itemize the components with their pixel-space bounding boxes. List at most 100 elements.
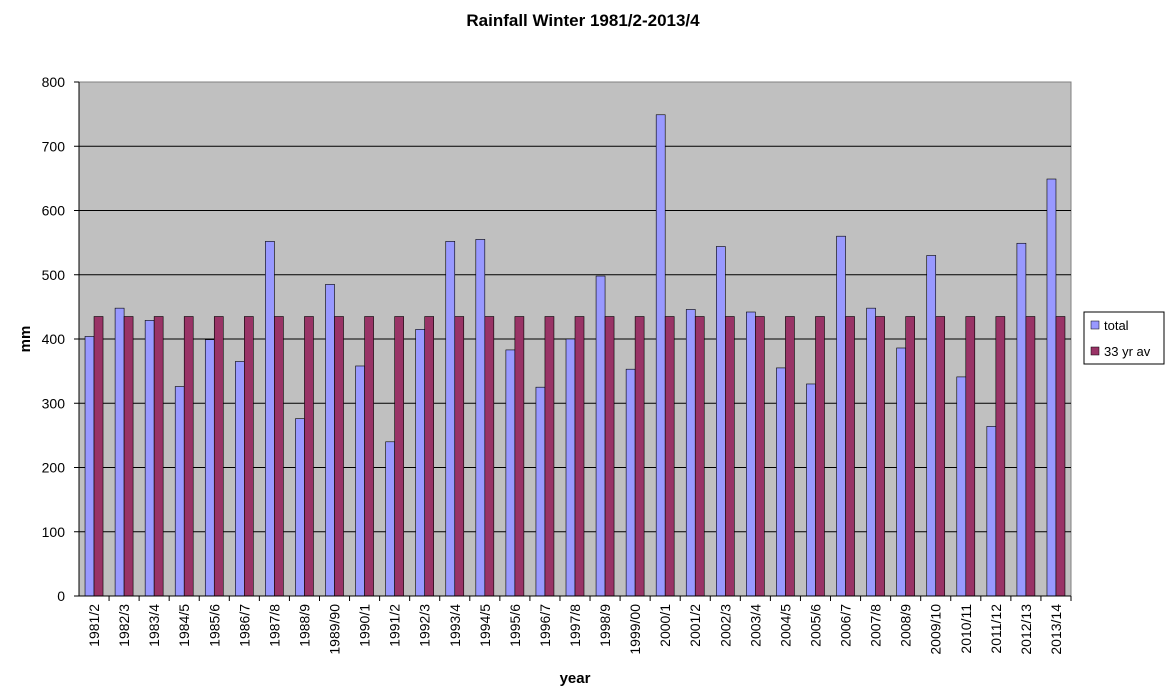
y-tick-labels: 0 100 200 300 400 500 600 700 800 <box>42 74 79 604</box>
x-tick-labels: 1981/2 1982/3 1983/4 1984/5 1985/6 1986/7 1987… <box>86 596 1072 655</box>
legend-swatch-33-yr-av <box>1090 346 1100 356</box>
legend-label-total: total <box>1104 318 1129 333</box>
bar-total-2006-7 <box>836 235 846 597</box>
x-tick-label: 2001/2 <box>687 604 703 647</box>
x-axis-title: year <box>560 670 591 686</box>
bar-total-1990-1 <box>355 365 365 597</box>
x-tick-label: 2000/1 <box>657 604 673 647</box>
legend-box <box>1083 311 1165 365</box>
bar-33-yr-av-2008-9 <box>905 316 915 597</box>
x-tick-label: 1983/4 <box>146 604 162 647</box>
bar-total-1999-00 <box>625 368 636 597</box>
y-axis-title: mm <box>17 326 34 353</box>
legend-swatch-total <box>1090 320 1100 330</box>
bar-total-2008-9 <box>896 347 906 597</box>
bar-33-yr-av-1998-9 <box>604 316 615 597</box>
x-tick-label: 1982/3 <box>116 604 132 647</box>
bar-33-yr-av-2007-8 <box>875 316 885 597</box>
bar-33-yr-av-1988-9 <box>304 316 314 597</box>
bar-total-2010-11 <box>956 376 967 597</box>
x-tick-label: 1999/00 <box>627 604 643 655</box>
bar-total-1986-7 <box>235 361 245 597</box>
x-tick-label: 1997/8 <box>567 604 583 647</box>
bar-total-1988-9 <box>295 418 305 597</box>
bar-total-2001-2 <box>685 309 696 597</box>
x-tick-label: 2012/13 <box>1018 604 1034 655</box>
bar-33-yr-av-1997-8 <box>574 316 585 597</box>
x-tick-label: 2011/12 <box>988 604 1004 654</box>
bar-33-yr-av-1985-6 <box>213 316 224 597</box>
bar-total-1981-2 <box>84 336 95 597</box>
x-tick-label: 1981/2 <box>86 604 102 647</box>
bar-total-2002-3 <box>716 246 726 597</box>
x-tick-label: 1986/7 <box>236 604 252 647</box>
bar-33-yr-av-1981-2 <box>93 316 104 597</box>
x-tick-label: 1995/6 <box>507 604 523 647</box>
x-tick-label: 2004/5 <box>777 604 793 647</box>
x-tick-label: 1988/9 <box>296 604 312 647</box>
bar-33-yr-av-2000-1 <box>664 316 675 597</box>
bar-33-yr-av-2010-11 <box>965 316 976 597</box>
bar-total-1992-3 <box>415 329 425 597</box>
bar-total-2003-4 <box>746 311 756 597</box>
bar-33-yr-av-2002-3 <box>725 316 735 597</box>
y-tick-label: 0 <box>57 588 65 604</box>
y-tick-label: 100 <box>42 524 66 540</box>
bar-33-yr-av-1993-4 <box>454 316 465 597</box>
bar-total-2013-14 <box>1046 178 1057 597</box>
x-tick-label: 1993/4 <box>447 604 463 647</box>
y-tick-label: 300 <box>42 395 66 411</box>
bar-33-yr-av-2009-10 <box>935 316 946 597</box>
bar-total-1983-4 <box>144 320 155 597</box>
x-tick-label: 2008/9 <box>898 604 914 647</box>
bar-total-1985-6 <box>204 339 215 597</box>
bar-total-2012-13 <box>1016 242 1027 597</box>
bar-33-yr-av-1999-00 <box>634 316 645 597</box>
bar-total-1989-90 <box>325 284 335 597</box>
y-tick-label: 500 <box>42 267 66 283</box>
bar-33-yr-av-1990-1 <box>364 316 374 597</box>
bar-total-1994-5 <box>475 239 486 597</box>
bar-total-2007-8 <box>866 307 876 597</box>
x-tick-label: 2010/11 <box>958 604 974 654</box>
bar-total-1982-3 <box>114 307 125 597</box>
x-tick-label: 2013/14 <box>1048 604 1064 655</box>
bar-33-yr-av-1984-5 <box>183 316 194 597</box>
x-tick-label: 2005/6 <box>807 604 823 647</box>
x-tick-label: 2003/4 <box>747 604 763 647</box>
bar-33-yr-av-1982-3 <box>123 316 134 597</box>
bar-33-yr-av-1989-90 <box>334 316 344 597</box>
bar-total-1993-4 <box>445 241 456 597</box>
bar-33-yr-av-1996-7 <box>544 316 555 597</box>
bar-total-2004-5 <box>776 367 786 597</box>
bar-33-yr-av-1995-6 <box>514 316 525 597</box>
bar-33-yr-av-2004-5 <box>785 316 795 597</box>
bar-total-2000-1 <box>655 114 666 597</box>
y-tick-label: 800 <box>42 74 66 90</box>
bar-33-yr-av-1991-2 <box>394 316 404 597</box>
x-tick-label: 2002/3 <box>717 604 733 647</box>
bar-33-yr-av-2012-13 <box>1025 316 1036 597</box>
x-tick-label: 2006/7 <box>838 604 854 647</box>
bar-33-yr-av-2005-6 <box>815 316 825 597</box>
bar-33-yr-av-1983-4 <box>153 316 164 597</box>
bar-total-1998-9 <box>595 275 606 597</box>
bar-total-2005-6 <box>806 383 816 597</box>
bar-total-2011-12 <box>986 426 997 597</box>
y-tick-label: 200 <box>42 460 66 476</box>
bar-33-yr-av-1987-8 <box>274 316 284 597</box>
bar-33-yr-av-2001-2 <box>694 316 705 597</box>
bar-total-1997-8 <box>565 338 576 597</box>
bar-total-1996-7 <box>535 386 546 597</box>
x-tick-label: 1989/90 <box>327 604 343 655</box>
bar-33-yr-av-1986-7 <box>244 316 254 597</box>
y-tick-label: 600 <box>42 203 66 219</box>
bar-33-yr-av-1992-3 <box>424 316 434 597</box>
bar-total-1984-5 <box>174 386 185 597</box>
x-tick-label: 1992/3 <box>417 604 433 647</box>
x-tick-label: 1984/5 <box>176 604 192 647</box>
legend: total 33 yr av <box>1083 311 1165 365</box>
bar-33-yr-av-1994-5 <box>484 316 495 597</box>
x-tick-label: 2009/10 <box>928 604 944 655</box>
